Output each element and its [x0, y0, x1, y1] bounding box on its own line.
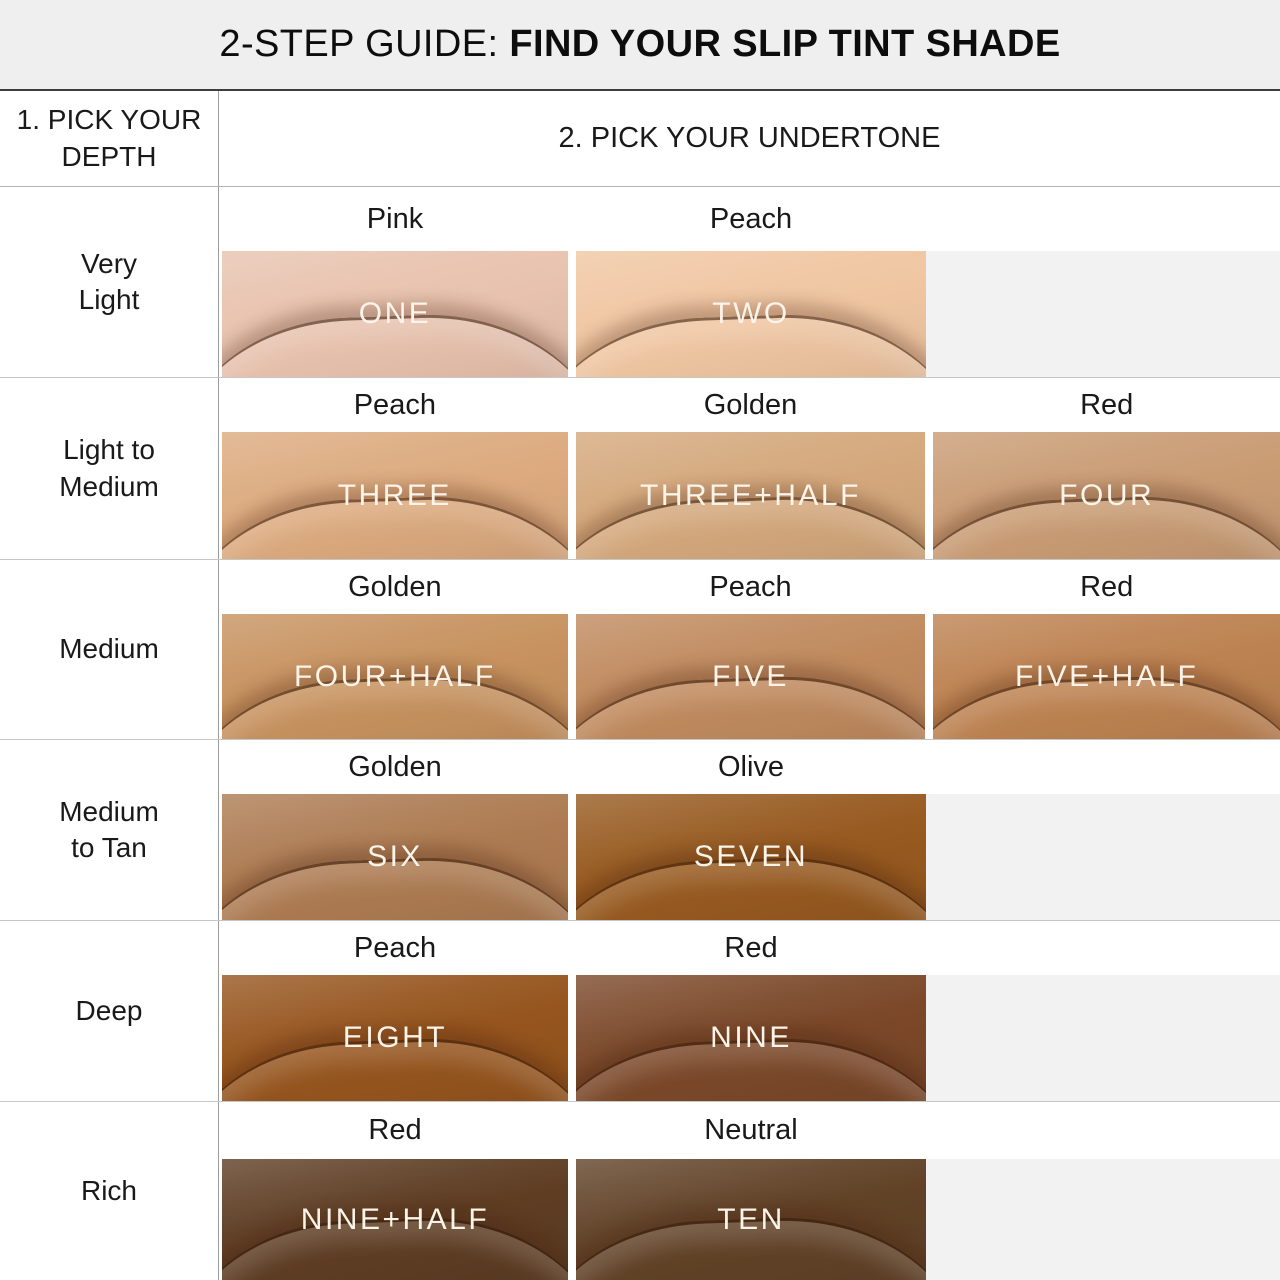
shade-swatch-nine-half: NINE+HALF [222, 1159, 568, 1280]
shade-swatch-one: ONE [222, 251, 568, 377]
row-content: Peach THREE Golden THREE+HALF Red FOUR [219, 378, 1280, 559]
shade-column: Golden SIX [222, 740, 568, 920]
empty-label [926, 1102, 1280, 1159]
shade-column: Red FIVE+HALF [933, 560, 1280, 739]
undertone-label: Red [933, 378, 1280, 432]
row-content: Pink ONE Peach TWO [219, 187, 1280, 377]
row-content: Red NINE+HALF Neutral TEN [219, 1102, 1280, 1280]
table-row-deep: Deep Peach EIGHT Red NINE [0, 921, 1280, 1102]
shade-swatch-three-half: THREE+HALF [575, 432, 926, 559]
shade-name: FIVE+HALF [1014, 659, 1199, 693]
shade-swatch-five: FIVE [575, 614, 926, 739]
undertone-label: Red [576, 921, 926, 975]
shade-swatch-nine: NINE [576, 975, 926, 1101]
depth-label: Very Light [0, 187, 219, 377]
table-header-row: 1. PICK YOUR DEPTH 2. PICK YOUR UNDERTON… [0, 91, 1280, 187]
depth-label: Medium to Tan [0, 740, 219, 920]
depth-label: Deep [0, 921, 219, 1101]
shade-column: Peach TWO [576, 187, 926, 377]
empty-column [926, 921, 1280, 1101]
row-content: Peach EIGHT Red NINE [219, 921, 1280, 1101]
page-title-prefix: 2-STEP GUIDE: [219, 23, 510, 65]
undertone-label: Peach [222, 378, 568, 432]
row-content: Golden FOUR+HALF Peach FIVE Red FIVE+HAL… [219, 560, 1280, 739]
shade-name: NINE [710, 1021, 792, 1054]
table-row-medium-to-tan: Medium to Tan Golden SIX Olive SEVEN [0, 740, 1280, 921]
shade-name: SIX [367, 840, 423, 873]
depth-label: Medium [0, 560, 219, 739]
empty-cell [926, 975, 1280, 1101]
shade-column: Red NINE [576, 921, 926, 1101]
shade-swatch-five-half: FIVE+HALF [933, 614, 1280, 739]
undertone-label: Peach [575, 560, 926, 614]
shade-swatch-ten: TEN [576, 1159, 926, 1280]
table-row-medium: Medium Golden FOUR+HALF Peach FIVE Red [0, 560, 1280, 740]
shade-name: THREE [337, 478, 452, 512]
shade-swatch-four-half: FOUR+HALF [222, 614, 568, 739]
shade-column: Golden FOUR+HALF [222, 560, 568, 739]
shade-swatch-three: THREE [222, 432, 568, 559]
undertone-label: Golden [222, 560, 568, 614]
shade-swatch-two: TWO [576, 251, 926, 377]
shade-column: Olive SEVEN [576, 740, 926, 920]
shade-column: Peach EIGHT [222, 921, 568, 1101]
shade-name: ONE [358, 297, 432, 330]
shade-column: Pink ONE [222, 187, 568, 377]
shade-swatch-six: SIX [222, 794, 568, 920]
shade-name: THREE+HALF [640, 478, 861, 512]
shade-swatch-seven: SEVEN [576, 794, 926, 920]
shade-column: Red NINE+HALF [222, 1102, 568, 1280]
table-row-rich: Rich Red NINE+HALF Neutral TEN [0, 1102, 1280, 1280]
empty-cell [926, 251, 1280, 377]
table-row-light-to-medium: Light to Medium Peach THREE Golden THREE… [0, 378, 1280, 560]
empty-column [926, 187, 1280, 377]
table-row-very-light: Very Light Pink ONE Peach TWO [0, 187, 1280, 378]
depth-label: Light to Medium [0, 378, 219, 559]
shade-name: TEN [717, 1202, 785, 1236]
title-bar: 2-STEP GUIDE: FIND YOUR SLIP TINT SHADE [0, 0, 1280, 91]
shade-column: Golden THREE+HALF [575, 378, 926, 559]
undertone-label: Peach [222, 921, 568, 975]
undertone-column-header: 2. PICK YOUR UNDERTONE [558, 122, 941, 154]
shade-name: SEVEN [693, 840, 809, 873]
undertone-label: Red [222, 1102, 568, 1159]
undertone-label: Red [933, 560, 1280, 614]
empty-label [926, 187, 1280, 251]
shade-name: TWO [712, 297, 790, 330]
shade-column: Peach THREE [222, 378, 568, 559]
shade-name: FOUR+HALF [293, 659, 496, 693]
shade-name: FOUR [1059, 478, 1155, 512]
depth-column-header: 1. PICK YOUR DEPTH [0, 91, 219, 186]
empty-column [926, 1102, 1280, 1280]
row-content: Golden SIX Olive SEVEN [219, 740, 1280, 920]
page-title-emphasis: FIND YOUR SLIP TINT SHADE [509, 23, 1061, 65]
empty-label [926, 740, 1280, 794]
shade-name: FIVE [712, 659, 789, 693]
undertone-label: Golden [575, 378, 926, 432]
undertone-label: Olive [576, 740, 926, 794]
depth-label: Rich [0, 1102, 219, 1280]
undertone-label: Peach [576, 187, 926, 251]
shade-name: NINE+HALF [300, 1202, 490, 1236]
shade-column: Neutral TEN [576, 1102, 926, 1280]
undertone-label: Pink [222, 187, 568, 251]
shade-swatch-eight: EIGHT [222, 975, 568, 1101]
empty-cell [926, 1159, 1280, 1280]
shade-column: Red FOUR [933, 378, 1280, 559]
empty-cell [926, 794, 1280, 920]
undertone-label: Golden [222, 740, 568, 794]
shade-swatch-four: FOUR [933, 432, 1280, 559]
empty-label [926, 921, 1280, 975]
shade-name: EIGHT [342, 1021, 448, 1054]
shade-column: Peach FIVE [575, 560, 926, 739]
undertone-label: Neutral [576, 1102, 926, 1159]
shade-table: 1. PICK YOUR DEPTH 2. PICK YOUR UNDERTON… [0, 91, 1280, 1280]
empty-column [926, 740, 1280, 920]
